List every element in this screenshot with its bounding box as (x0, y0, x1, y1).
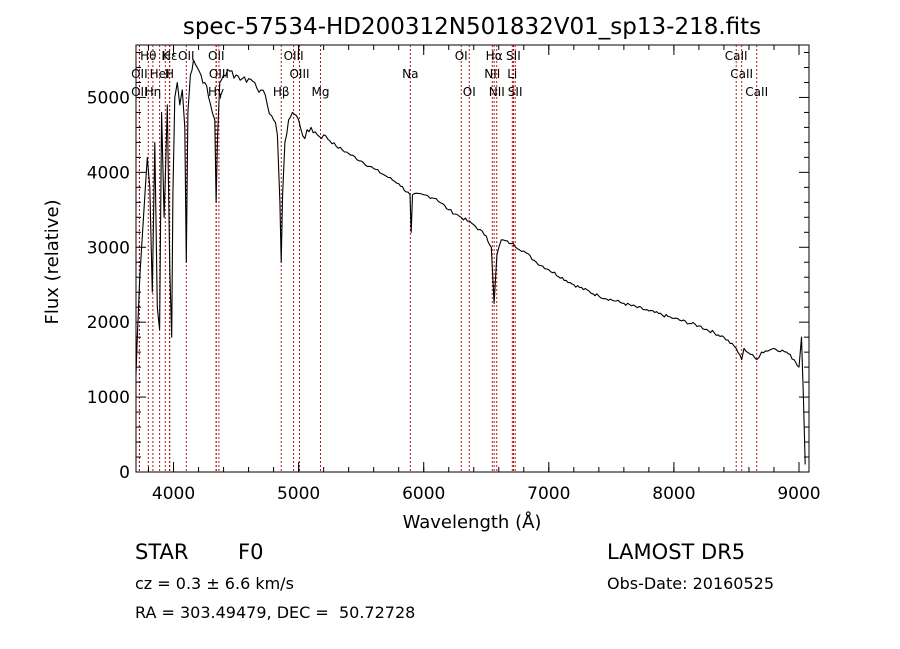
x-tick-label: 9000 (777, 484, 820, 504)
y-tick-label: 0 (119, 463, 130, 483)
line-marker-label: H (165, 67, 174, 81)
spectrum-line (135, 59, 806, 465)
line-marker-label: K (161, 49, 170, 63)
line-marker-label: OII (178, 49, 195, 63)
line-marker-label: OI (463, 85, 476, 99)
line-marker-label: HeI (150, 67, 170, 81)
line-marker-label: OII (131, 67, 148, 81)
line-marker-label: Hη (145, 85, 162, 99)
y-tick-label: 2000 (87, 313, 130, 333)
line-marker-label: Hα (486, 49, 503, 63)
line-marker-label: Li (507, 67, 517, 81)
plot-frame (135, 44, 810, 473)
x-axis: 4000 5000 6000 7000 8000 9000 (148, 45, 821, 504)
coordinates: RA = 303.49479, DEC = 50.72728 (135, 603, 416, 622)
y-tick-label: 5000 (87, 88, 130, 108)
line-marker-label: CaII (745, 85, 768, 99)
observation-date: Obs-Date: 20160525 (607, 574, 775, 593)
line-marker-label: Hε (162, 49, 178, 63)
emission-line-markers (138, 45, 758, 472)
y-tick-label: 1000 (87, 388, 130, 408)
line-marker-label: Hβ (273, 85, 290, 99)
y-axis: 0 1000 2000 3000 4000 5000 (87, 51, 809, 483)
y-tick-label: 3000 (87, 238, 130, 258)
line-marker-label: OIII (209, 67, 229, 81)
line-marker-label: OI (455, 49, 468, 63)
y-axis-label: Flux (relative) (42, 199, 63, 324)
line-marker-label: CaII (730, 67, 753, 81)
line-marker-label: NII (484, 67, 500, 81)
line-marker-label: Hθ (140, 49, 156, 63)
line-marker-label: Mg (312, 85, 330, 99)
line-marker-label: OII (131, 85, 148, 99)
line-marker-label: OIII (289, 67, 309, 81)
line-marker-label: CaII (725, 49, 748, 63)
line-marker-label: OIII (284, 49, 304, 63)
line-marker-label: Na (402, 67, 418, 81)
spectral-subclass: F0 (238, 540, 264, 564)
x-tick-label: 6000 (402, 484, 445, 504)
line-marker-label: OII (208, 49, 225, 63)
x-tick-label: 5000 (277, 484, 320, 504)
x-tick-label: 8000 (652, 484, 695, 504)
y-tick-label: 4000 (87, 163, 130, 183)
object-type: STAR (135, 540, 189, 564)
line-marker-label: SII (508, 85, 523, 99)
x-tick-label: 7000 (527, 484, 570, 504)
line-marker-label: SII (506, 49, 521, 63)
line-marker-label: Hγ (208, 85, 224, 99)
x-tick-label: 4000 (152, 484, 195, 504)
redshift-value: cz = 0.3 ± 6.6 km/s (135, 574, 294, 593)
survey-name: LAMOST DR5 (607, 540, 746, 564)
line-marker-label: NII (489, 85, 505, 99)
chart-title: spec-57534-HD200312N501832V01_sp13-218.f… (183, 14, 761, 40)
x-axis-label: Wavelength (Å) (403, 511, 542, 533)
